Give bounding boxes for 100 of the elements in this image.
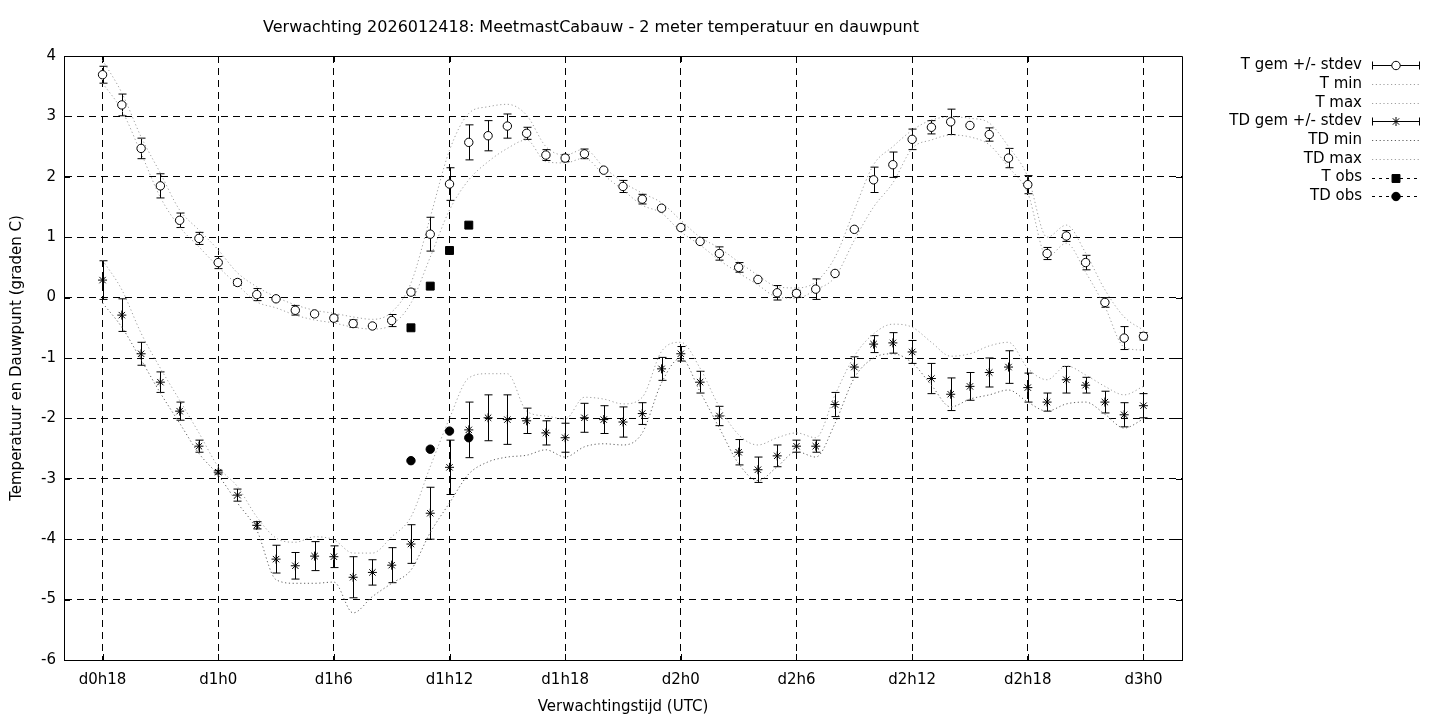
point xyxy=(849,224,860,235)
point xyxy=(155,181,166,191)
point xyxy=(1003,362,1014,373)
point xyxy=(1003,153,1014,163)
point xyxy=(174,215,185,225)
point xyxy=(97,70,108,80)
y-tick-label: -3 xyxy=(41,468,56,487)
point xyxy=(502,121,513,131)
point xyxy=(965,120,975,131)
point xyxy=(598,414,609,425)
point xyxy=(830,399,841,410)
point xyxy=(425,444,435,454)
y-tick-label: -5 xyxy=(41,589,56,608)
legend-label: T obs xyxy=(1320,167,1363,186)
point xyxy=(752,464,763,475)
point xyxy=(464,137,474,148)
point xyxy=(502,414,513,425)
point xyxy=(926,373,937,384)
x-tick-label: d3h0 xyxy=(1124,669,1163,688)
point xyxy=(811,284,821,294)
point xyxy=(1061,374,1072,385)
x-tick-label: d2h12 xyxy=(888,669,936,688)
point xyxy=(579,412,590,423)
point xyxy=(907,346,918,357)
x-tick-label: d2h18 xyxy=(1003,669,1052,688)
point xyxy=(483,131,493,141)
point xyxy=(714,410,725,421)
point xyxy=(464,433,474,443)
x-tick-label: d1h6 xyxy=(314,669,353,688)
point xyxy=(618,417,628,428)
point xyxy=(309,309,320,319)
point xyxy=(367,321,378,331)
legend-label: T min xyxy=(1318,73,1362,92)
y-tick-label: -2 xyxy=(41,408,56,427)
point xyxy=(348,572,359,583)
point xyxy=(560,432,571,443)
legend-label: T gem +/- stdev xyxy=(1239,55,1363,74)
point xyxy=(425,508,436,519)
point xyxy=(271,294,281,304)
point xyxy=(1119,409,1130,420)
point xyxy=(868,339,879,350)
x-tick-label: d2h0 xyxy=(661,669,700,688)
point xyxy=(733,447,744,458)
y-axis-title: Temperatuur en Dauwpunt (graden C) xyxy=(6,215,25,502)
point xyxy=(174,406,185,417)
point xyxy=(406,455,416,466)
point xyxy=(116,310,127,321)
point xyxy=(907,134,917,145)
point xyxy=(888,160,898,170)
legend-label: TD obs xyxy=(1309,186,1363,205)
y-tick-label: 2 xyxy=(46,166,56,185)
point xyxy=(445,246,454,255)
y-tick-label: 4 xyxy=(46,45,56,64)
point xyxy=(155,377,166,388)
legend-label: T max xyxy=(1314,92,1363,111)
x-tick-label: d2h6 xyxy=(777,669,816,688)
point xyxy=(463,424,474,435)
point xyxy=(1042,397,1053,408)
point xyxy=(464,220,474,230)
x-tick-label: d0h18 xyxy=(78,669,127,688)
point xyxy=(290,560,301,571)
point xyxy=(656,203,667,213)
point xyxy=(444,426,455,436)
point xyxy=(521,415,532,426)
point xyxy=(444,462,455,473)
line-series xyxy=(102,259,1144,554)
point xyxy=(637,408,648,419)
point xyxy=(887,337,898,348)
point xyxy=(1080,380,1091,391)
legend-label: TD min xyxy=(1307,130,1362,149)
point xyxy=(1138,400,1149,411)
point xyxy=(271,554,282,565)
y-tick-label: -6 xyxy=(41,649,56,668)
point xyxy=(830,268,840,279)
point xyxy=(695,377,706,388)
point xyxy=(444,179,455,189)
y-tick-label: -1 xyxy=(41,347,56,366)
point xyxy=(964,381,975,392)
point xyxy=(136,348,147,359)
point xyxy=(772,450,783,461)
point xyxy=(136,143,146,154)
point xyxy=(695,236,705,247)
point xyxy=(309,551,320,562)
x-tick-label: d1h18 xyxy=(541,669,590,688)
y-tick-label: -4 xyxy=(41,529,56,548)
point xyxy=(425,281,435,291)
point xyxy=(117,100,127,110)
point xyxy=(483,412,494,423)
point xyxy=(1119,333,1129,343)
point xyxy=(753,274,763,285)
point xyxy=(945,117,956,127)
point xyxy=(945,389,956,400)
point xyxy=(540,427,551,438)
line-series xyxy=(102,302,1144,614)
y-tick-label: 0 xyxy=(46,287,56,306)
point xyxy=(425,229,435,239)
point xyxy=(868,175,879,185)
y-tick-label: 3 xyxy=(46,106,56,125)
point xyxy=(367,567,378,578)
point xyxy=(849,362,860,373)
